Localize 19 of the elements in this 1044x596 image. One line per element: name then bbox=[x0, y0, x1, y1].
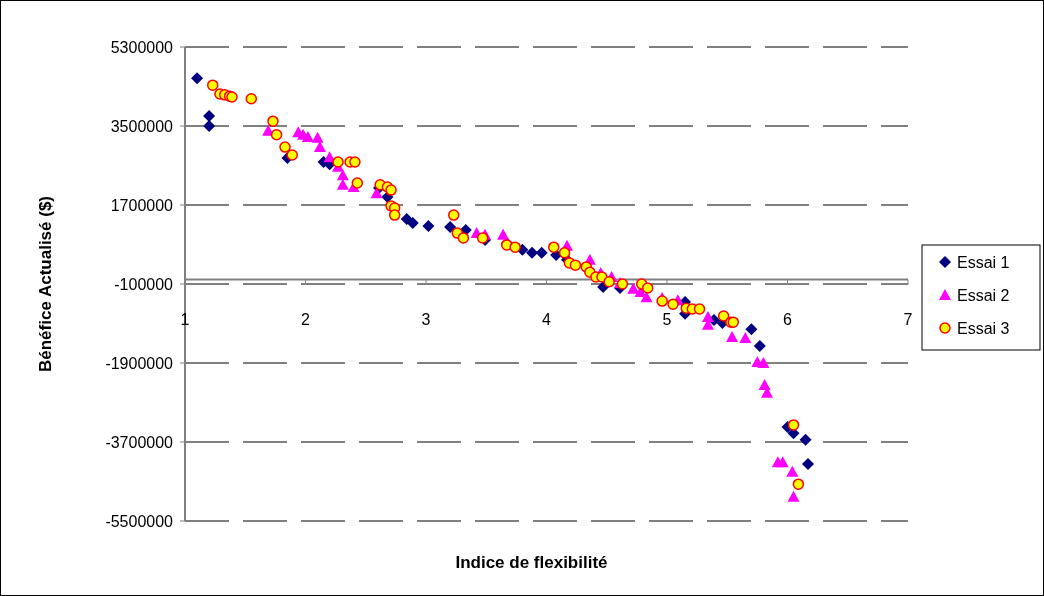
x-tick-label: 6 bbox=[783, 310, 793, 328]
y-tick-label: 5300000 bbox=[110, 38, 174, 56]
y-tick-label: -1900000 bbox=[105, 354, 174, 372]
y-tick-label: 1700000 bbox=[110, 196, 174, 214]
x-tick-label: 7 bbox=[903, 310, 913, 328]
x-axis-title: Indice de flexibilité bbox=[455, 553, 608, 572]
x-tick-label: 1 bbox=[180, 310, 190, 328]
x-tick-label: 2 bbox=[301, 310, 311, 328]
x-tick-label: 5 bbox=[662, 310, 672, 328]
x-tick-label: 3 bbox=[421, 310, 431, 328]
y-tick-label: 3500000 bbox=[110, 117, 174, 135]
legend-label: Essai 2 bbox=[957, 286, 1010, 304]
legend-label: Essai 1 bbox=[957, 253, 1010, 271]
legend-label: Essai 3 bbox=[957, 319, 1010, 337]
y-axis-title: Bénéfice Actualisé ($) bbox=[36, 195, 55, 373]
x-tick-label: 4 bbox=[542, 310, 552, 328]
y-tick-label: -3700000 bbox=[105, 433, 174, 451]
y-tick-label: -5500000 bbox=[105, 512, 174, 530]
y-tick-label: -100000 bbox=[114, 275, 174, 293]
